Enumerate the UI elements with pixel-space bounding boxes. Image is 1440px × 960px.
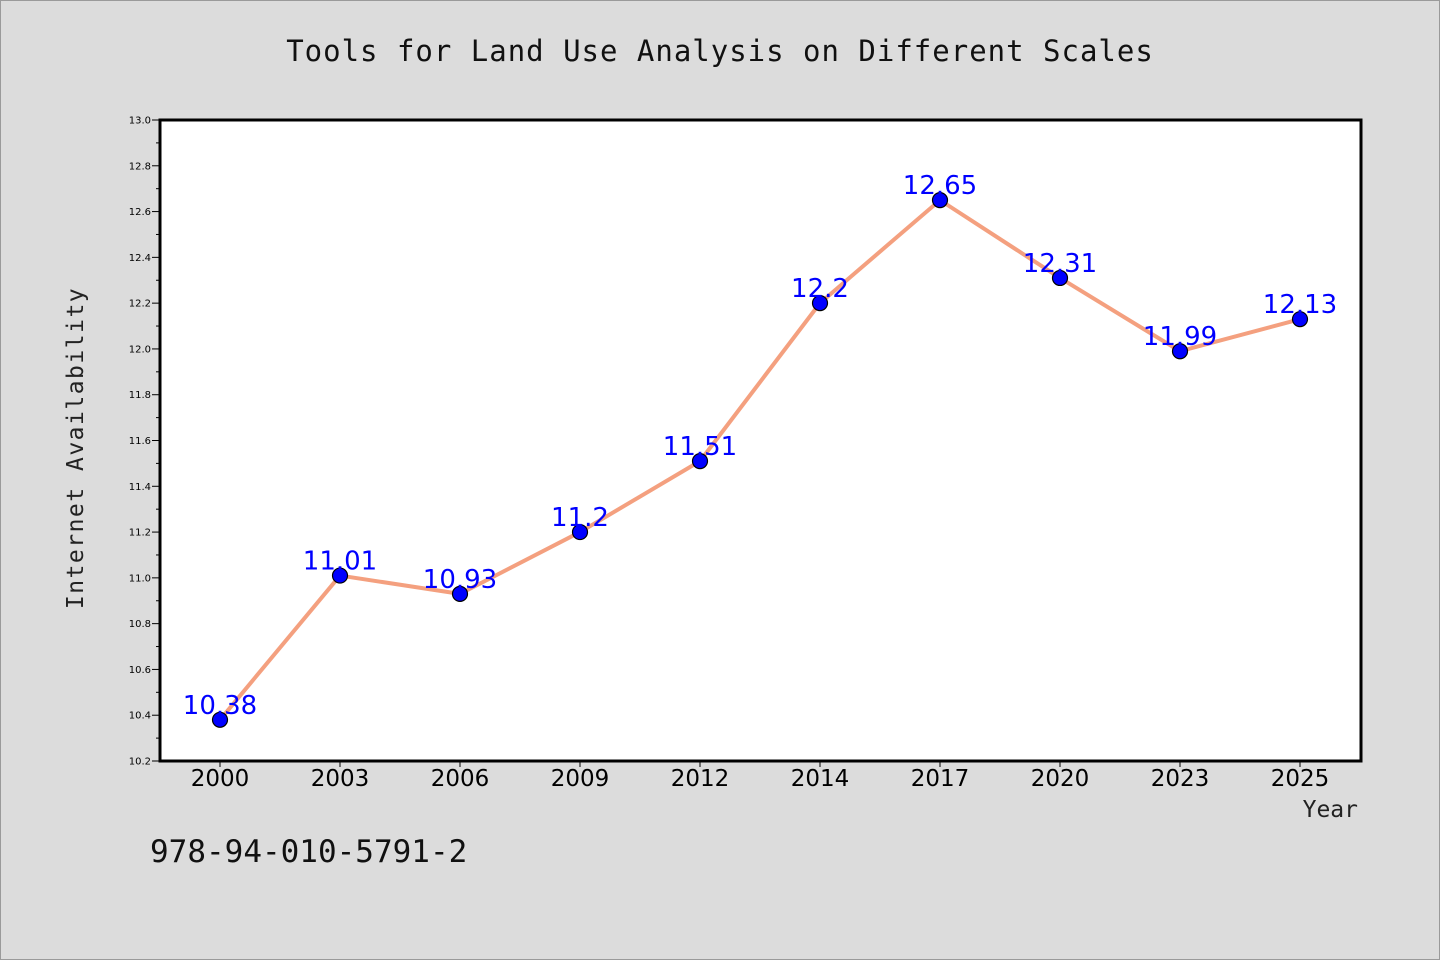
data-point (931, 192, 949, 209)
x-tick-label: 2017 (911, 766, 970, 792)
plot-background (160, 120, 1361, 761)
y-tick-label: 12.6 (129, 207, 151, 218)
isbn-text: 978-94-010-5791-2 (150, 834, 468, 870)
y-tick-label: 11.2 (129, 528, 151, 539)
data-label: 11.99 (1143, 322, 1217, 352)
data-label: 12.2 (791, 274, 849, 304)
data-point (451, 585, 469, 602)
x-tick-label: 2023 (1151, 766, 1210, 792)
x-tick-label: 2006 (431, 766, 490, 792)
x-tick-label: 2025 (1271, 766, 1330, 792)
data-label: 10.38 (183, 691, 257, 721)
plot-border (158, 118, 1363, 763)
data-point (1051, 269, 1069, 287)
y-tick-label: 13.0 (129, 116, 151, 127)
y-tick-label: 12.8 (129, 161, 151, 172)
x-tick-label: 2003 (311, 766, 370, 792)
x-tick-label: 2009 (551, 766, 610, 792)
data-label: 11.51 (663, 432, 737, 462)
y-tick-label: 10.4 (129, 711, 151, 722)
x-axis-label: Year (1302, 797, 1358, 823)
data-label: 12.13 (1263, 290, 1337, 320)
data-point (571, 523, 589, 541)
y-tick-label: 12.0 (129, 344, 151, 355)
x-tick-label: 2014 (791, 766, 850, 792)
data-label: 11.2 (551, 503, 609, 533)
data-label: 10.93 (423, 565, 497, 595)
y-tick-label: 12.2 (129, 299, 151, 310)
y-tick-label: 11.0 (129, 573, 151, 584)
y-tick-label: 10.2 (129, 757, 151, 768)
data-label: 11.01 (303, 547, 377, 577)
chart-title: Tools for Land Use Analysis on Different… (286, 34, 1154, 68)
y-tick-label: 11.8 (129, 390, 151, 401)
data-point (1171, 343, 1189, 360)
data-label: 12.65 (903, 171, 977, 201)
y-tick-label: 12.4 (129, 253, 151, 264)
y-tick-label: 11.4 (129, 482, 151, 493)
x-tick-label: 2000 (191, 766, 250, 792)
data-label: 12.31 (1023, 249, 1097, 279)
y-tick-label: 10.6 (129, 665, 151, 676)
data-point (691, 453, 709, 470)
data-point (331, 567, 349, 584)
y-tick-label: 10.8 (129, 619, 151, 630)
x-tick-label: 2012 (671, 766, 730, 792)
data-point (1291, 311, 1309, 328)
series-line (218, 198, 1302, 722)
data-point (811, 295, 829, 312)
x-tick-label: 2020 (1031, 766, 1090, 792)
data-point (211, 711, 229, 728)
y-tick-label: 11.6 (129, 436, 151, 447)
